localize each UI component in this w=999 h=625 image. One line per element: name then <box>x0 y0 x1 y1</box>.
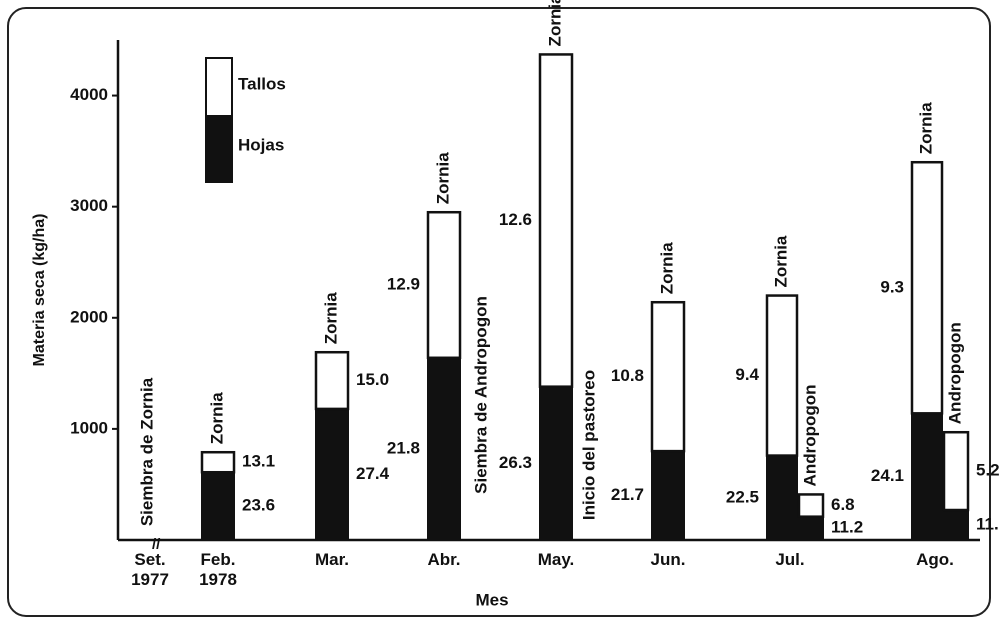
value-label: 10.8 <box>611 366 644 385</box>
value-label: 9.4 <box>735 365 759 384</box>
bar-hojas <box>201 471 235 542</box>
axis-break: // <box>152 536 161 553</box>
value-label: 21.8 <box>387 438 420 457</box>
x-tick-label: Jul. <box>775 550 805 569</box>
value-label: 24.1 <box>871 466 904 485</box>
value-label: 23.6 <box>242 496 275 515</box>
y-tick-label: 3000 <box>70 196 108 215</box>
annotation: Inicio del pastoreo <box>579 370 598 520</box>
value-label: 13.1 <box>242 452 275 471</box>
bar-hojas <box>798 515 824 542</box>
bar-tallos <box>538 53 574 388</box>
value-label: 6.8 <box>831 495 855 514</box>
bar-name: Zornia <box>771 235 790 287</box>
bar-tallos <box>650 300 686 453</box>
value-label: 5.2 <box>976 461 999 480</box>
x-tick-label: Ago. <box>916 550 954 569</box>
x-tick-label: Abr. <box>427 550 461 569</box>
value-label: 11.8 <box>976 514 999 533</box>
legend-swatch <box>205 57 233 117</box>
y-tick-label: 2000 <box>70 307 108 326</box>
x-tick-label: Feb. 1978 <box>199 550 237 589</box>
legend-swatch <box>205 115 233 183</box>
value-label: 11.2 <box>831 517 863 536</box>
annotation: Siembra de Zornia <box>137 377 156 526</box>
bar-hojas <box>943 509 969 541</box>
value-label: 12.9 <box>387 274 420 293</box>
x-tick-label: May. <box>537 550 575 569</box>
value-label: 12.6 <box>499 210 532 229</box>
value-label: 9.3 <box>880 277 904 296</box>
value-label: 27.4 <box>356 464 390 483</box>
bar-tallos <box>200 450 236 474</box>
y-tick-label: 1000 <box>70 418 108 437</box>
bar-tallos <box>314 350 350 411</box>
value-label: 21.7 <box>611 485 644 504</box>
bar-tallos <box>426 210 462 360</box>
x-tick-label: Set. 1977 <box>131 550 169 589</box>
bar-hojas <box>539 385 573 541</box>
frame <box>7 7 991 617</box>
bar-name: Andropogon <box>945 322 964 424</box>
legend-label: Hojas <box>238 135 284 154</box>
bar-tallos <box>910 160 944 415</box>
bar-name: Zornia <box>433 152 452 204</box>
bar-hojas <box>651 450 685 541</box>
bar-hojas <box>911 412 943 542</box>
x-tick-label: Mar. <box>314 550 350 569</box>
bar-name: Zornia <box>657 242 676 294</box>
value-label: 22.5 <box>726 487 759 506</box>
bar-name: Zornia <box>207 392 226 444</box>
bar-tallos <box>942 430 970 512</box>
bar-name: Zornia <box>916 102 935 154</box>
bar-name: Zornia <box>321 292 340 344</box>
bar-hojas <box>427 356 461 541</box>
y-axis-label: Materia seca (kg/ha) <box>31 214 48 367</box>
bar-name: Zornia <box>545 0 564 46</box>
y-tick-label: 4000 <box>70 85 108 104</box>
bar-tallos <box>765 294 799 457</box>
x-tick-label: Jun. <box>650 550 686 569</box>
bar-hojas <box>315 407 349 541</box>
bar-hojas <box>766 454 798 541</box>
bar-tallos <box>797 493 825 518</box>
value-label: 15.0 <box>356 370 389 389</box>
legend-label: Tallos <box>238 74 286 93</box>
x-axis-label: Mes <box>475 590 508 609</box>
bar-name: Andropogon <box>800 384 819 486</box>
value-label: 26.3 <box>499 453 532 472</box>
annotation: Siembra de Andropogon <box>471 296 490 494</box>
